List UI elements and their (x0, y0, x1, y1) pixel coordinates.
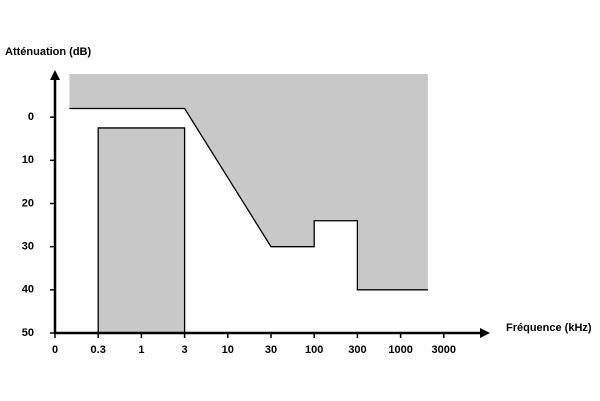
x-tick-label: 100 (305, 344, 323, 356)
x-axis-arrow (480, 328, 490, 338)
x-tick-label: 1 (138, 344, 144, 356)
y-tick-label: 40 (22, 284, 34, 296)
x-tick-label: 1000 (388, 344, 412, 356)
x-tick-label: 300 (348, 344, 366, 356)
y-axis-arrow (50, 70, 60, 80)
x-tick-label: 0.3 (91, 344, 106, 356)
area-outline (69, 107, 428, 291)
x-tick-label: 10 (222, 344, 234, 356)
x-tick-label: 0 (52, 344, 58, 356)
y-tick-label: 0 (28, 111, 34, 123)
y-tick-label: 20 (22, 197, 34, 209)
x-tick-label: 3000 (432, 344, 456, 356)
area-fill (69, 74, 428, 290)
y-tick-label: 50 (22, 327, 34, 339)
y-tick-label: 30 (22, 241, 34, 253)
y-axis-label: Atténuation (dB) (5, 46, 91, 58)
area-fill (98, 127, 185, 333)
y-tick-label: 10 (22, 154, 34, 166)
area-outline (97, 127, 186, 333)
x-axis-label: Fréquence (kHz) (506, 322, 592, 334)
x-tick-label: 3 (182, 344, 188, 356)
x-tick-label: 30 (265, 344, 277, 356)
